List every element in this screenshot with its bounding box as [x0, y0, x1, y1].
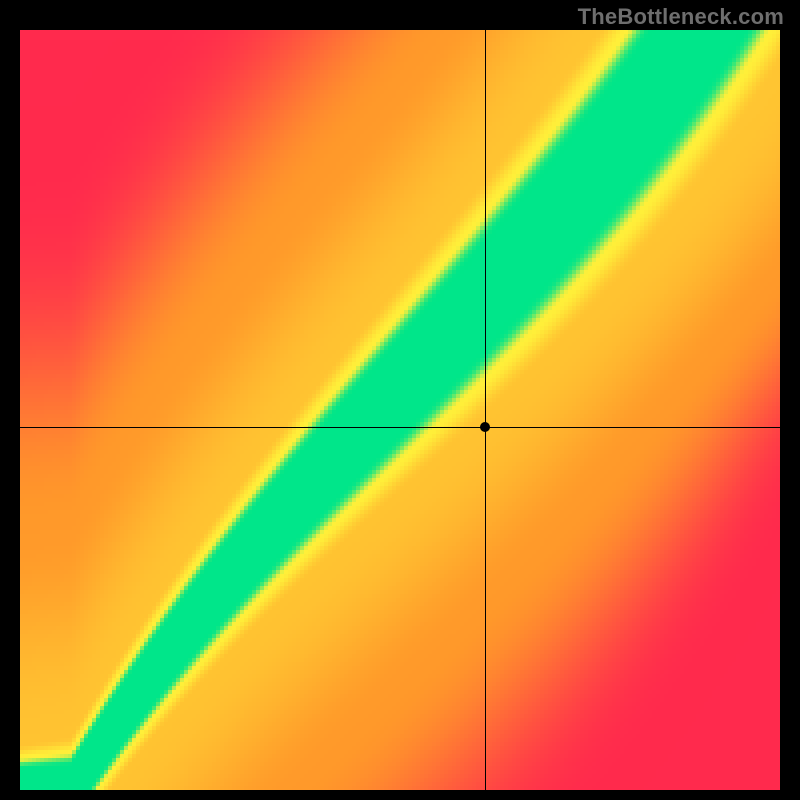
- crosshair-horizontal: [20, 427, 780, 428]
- crosshair-vertical: [485, 30, 486, 790]
- heatmap-canvas: [20, 30, 780, 790]
- watermark-label: TheBottleneck.com: [578, 4, 784, 30]
- heatmap-plot: [20, 30, 780, 790]
- crosshair-marker: [480, 422, 490, 432]
- chart-container: TheBottleneck.com: [0, 0, 800, 800]
